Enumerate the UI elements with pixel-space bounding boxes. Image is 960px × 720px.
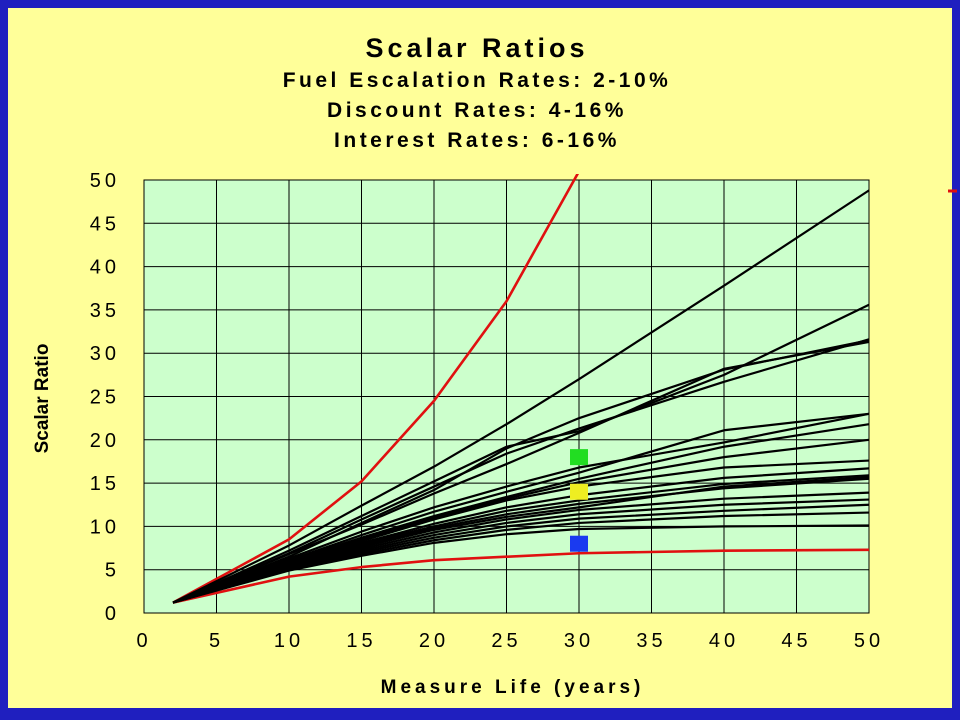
marker-2 [570,535,588,552]
x-tick-label: 5 [209,630,224,652]
series-line-1 [172,548,870,604]
series-line-5 [172,340,870,604]
series-line-2 [172,189,870,604]
series-line-0 [172,174,580,604]
chart-titles: Scalar Ratios Fuel Escalation Rates: 2-1… [8,30,946,156]
y-tick-label: 10 [90,516,120,538]
chart-subtitle-discount: Discount Rates: 4-16% [327,99,627,122]
x-tick-label: 30 [564,630,594,652]
x-tick-label: 40 [709,630,739,652]
chart-subtitle-interest: Interest Rates: 6-16% [334,129,620,152]
x-tick-label: 50 [854,630,884,652]
chart-subtitle-fuel: Fuel Escalation Rates: 2-10% [282,69,672,92]
series-line-20 [172,524,870,604]
series-lines [172,174,870,604]
x-tick-labels: 0 5 10 15 20 25 30 35 40 45 50 [136,630,884,652]
series-line-7 [172,412,870,604]
chart-title: Scalar Ratios [365,33,589,63]
x-tick-label: 0 [136,630,151,652]
y-tick-label: 40 [90,257,120,279]
x-tick-label: 20 [419,630,449,652]
marker-0 [570,449,588,466]
y-tick-label: 25 [90,387,120,409]
x-tick-label: 45 [781,630,811,652]
x-axis-title: Measure Life (years) [381,677,645,698]
markers [570,449,588,552]
y-tick-labels: 0 5 10 15 20 25 30 35 40 45 50 [90,170,120,625]
x-tick-label: 15 [346,630,376,652]
series-line-3 [172,303,870,604]
y-tick-label: 15 [90,473,120,495]
y-tick-label: 20 [90,430,120,452]
x-tick-label: 10 [274,630,304,652]
y-tick-label: 30 [90,343,120,365]
y-tick-label: 35 [90,300,120,322]
x-tick-label: 35 [636,630,666,652]
y-tick-label: 5 [105,560,120,582]
series-line-6 [172,339,870,604]
marker-1 [570,483,588,500]
y-tick-label: 50 [90,170,120,192]
y-axis-title: Scalar Ratio [32,344,53,454]
y-tick-label: 0 [105,603,120,625]
x-tick-label: 25 [491,630,521,652]
y-tick-label: 45 [90,213,120,235]
